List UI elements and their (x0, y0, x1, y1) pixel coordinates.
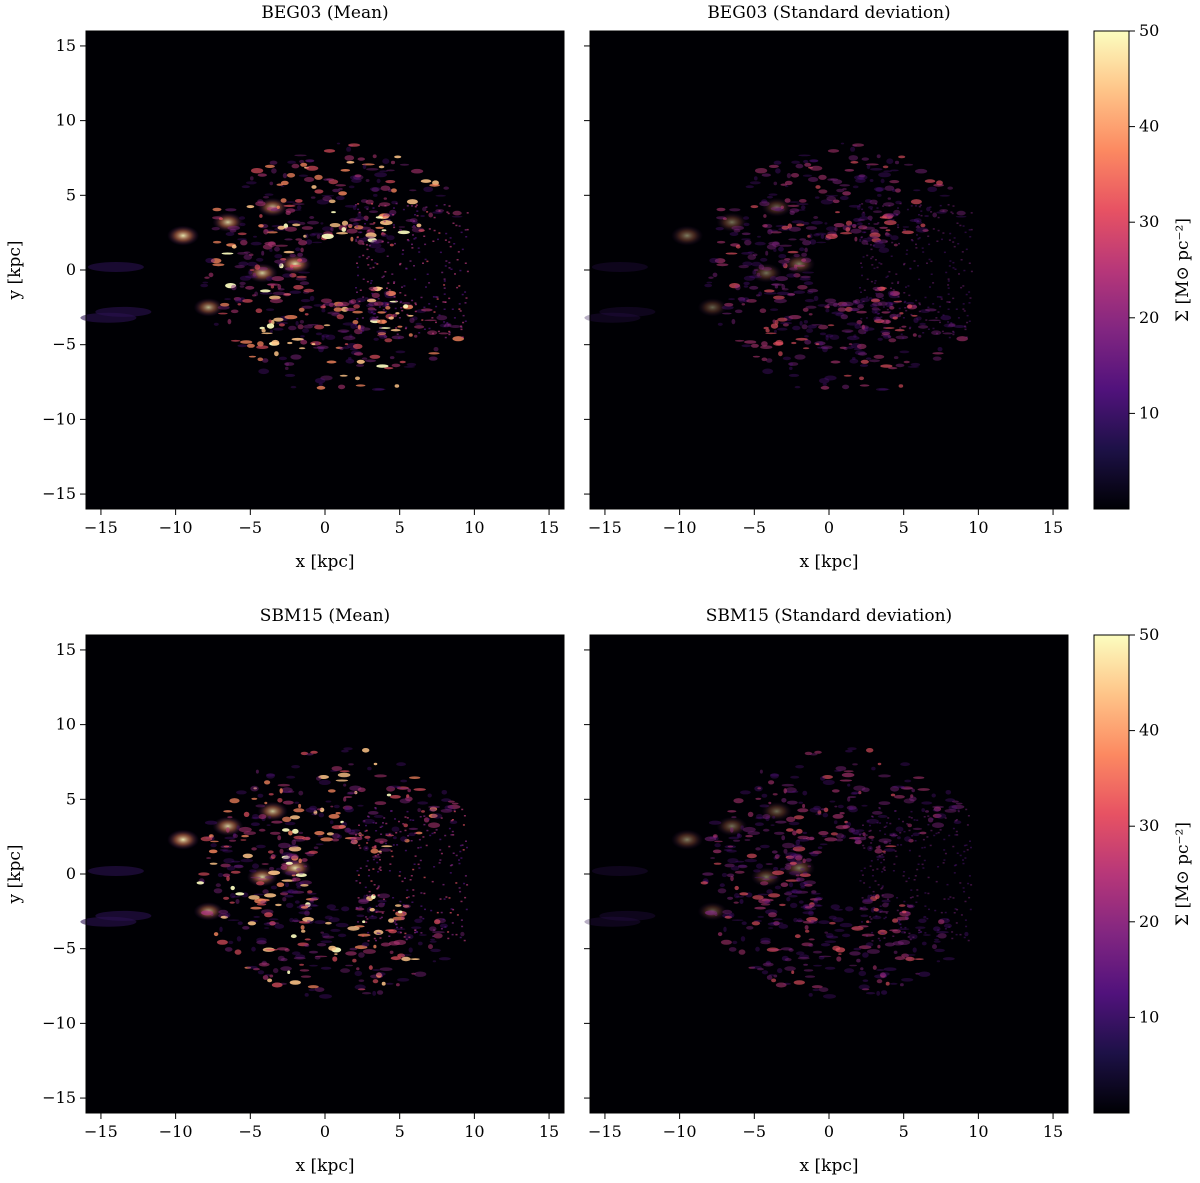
heatmap-emission (80, 142, 469, 391)
y-tick-label: 15 (56, 36, 76, 55)
heatmap-emission (80, 747, 469, 999)
y-axis-ticks (584, 45, 590, 495)
y-axis-ticks (584, 649, 590, 1099)
x-tick-label: −15 (84, 518, 118, 537)
heatmap-emission (584, 142, 973, 391)
x-tick-label: 10 (968, 518, 988, 537)
colorbar-tick-label: 10 (1139, 403, 1159, 422)
x-tick-label: 10 (968, 1122, 988, 1141)
y-tick-label: −5 (52, 939, 76, 958)
x-axis-label: x [kpc] (800, 552, 859, 572)
x-tick-label: 5 (899, 1122, 909, 1141)
x-tick-label: −15 (588, 518, 622, 537)
x-tick-label: 0 (824, 1122, 834, 1141)
panel-sbm15-mean: SBM15 (Mean) −15 −10 −5 0 5 10 15 −15 −10 −5 0 5 10… (5, 606, 565, 1176)
y-tick-label: −15 (42, 1088, 76, 1107)
colorbar-tick-label: 30 (1139, 212, 1159, 231)
y-tick-label: 0 (66, 864, 76, 883)
x-tick-label: −5 (743, 1122, 767, 1141)
colorbar-tick-label: 40 (1139, 117, 1159, 136)
x-tick-label: 5 (395, 518, 405, 537)
x-tick-label: 15 (1043, 1122, 1063, 1141)
x-axis-ticks: −15 −10 −5 0 5 10 15 (588, 1113, 1063, 1141)
colorbar-tick-label: 20 (1139, 308, 1159, 327)
y-tick-label: −10 (42, 409, 76, 428)
panel-sbm15-std: SBM15 (Standard deviation) −15 −10 −5 0 5 10 1… (584, 606, 1069, 1176)
x-tick-label: 15 (539, 518, 559, 537)
x-axis-ticks: −15 −10 −5 0 5 10 15 (84, 1113, 559, 1141)
x-axis-label: x [kpc] (296, 552, 355, 572)
colorbar-tick-label: 30 (1139, 816, 1159, 835)
x-tick-label: 10 (464, 518, 484, 537)
panel-beg03-mean: BEG03 (Mean) −15 −10 −5 0 5 10 15 −15 −10 −5 0 5 10… (5, 3, 565, 572)
colorbar-ticks: 10 20 30 40 50 (1129, 625, 1159, 1026)
x-tick-label: 15 (1043, 518, 1063, 537)
panel-beg03-std: BEG03 (Standard deviation) −15 −10 −5 0 5 10 1… (584, 3, 1069, 572)
y-tick-label: −15 (42, 484, 76, 503)
colorbar-frame (1093, 30, 1130, 510)
x-tick-label: −10 (159, 1122, 193, 1141)
x-tick-label: −15 (84, 1122, 118, 1141)
panel-title: SBM15 (Mean) (260, 606, 390, 626)
x-tick-label: −5 (239, 518, 263, 537)
y-tick-label: 5 (66, 185, 76, 204)
heatmap-background (590, 635, 1068, 1113)
colorbar-tick-label: 40 (1139, 721, 1159, 740)
x-axis-ticks: −15 −10 −5 0 5 10 15 (84, 509, 559, 537)
y-tick-label: 0 (66, 260, 76, 279)
colorbar-ticks: 10 20 30 40 50 (1129, 21, 1159, 422)
colorbar-tick-label: 20 (1139, 912, 1159, 931)
x-tick-label: −5 (239, 1122, 263, 1141)
x-tick-label: 5 (395, 1122, 405, 1141)
x-tick-label: 0 (320, 1122, 330, 1141)
x-tick-label: −15 (588, 1122, 622, 1141)
panel-title: BEG03 (Mean) (261, 3, 388, 23)
colorbar-tick-label: 50 (1139, 625, 1159, 644)
colorbar-frame (1093, 634, 1130, 1114)
x-tick-label: 10 (464, 1122, 484, 1141)
x-axis-label: x [kpc] (296, 1156, 355, 1176)
x-tick-label: −10 (159, 518, 193, 537)
x-tick-label: −5 (743, 518, 767, 537)
x-tick-label: 5 (899, 518, 909, 537)
panel-title: SBM15 (Standard deviation) (706, 606, 952, 626)
x-tick-label: −10 (663, 518, 697, 537)
y-tick-label: 15 (56, 640, 76, 659)
y-tick-label: 10 (56, 111, 76, 130)
x-axis-ticks: −15 −10 −5 0 5 10 15 (588, 509, 1063, 537)
y-axis-ticks: −15 −10 −5 0 5 10 15 (42, 640, 86, 1107)
heatmap-background (590, 31, 1068, 509)
colorbar-gradient (1094, 31, 1129, 509)
x-axis-label: x [kpc] (800, 1156, 859, 1176)
colorbar-gradient (1094, 635, 1129, 1113)
y-tick-label: −10 (42, 1013, 76, 1032)
colorbar-tick-label: 10 (1139, 1007, 1159, 1026)
x-tick-label: 0 (824, 518, 834, 537)
colorbar-label: Σ [M⊙ pc⁻²] (1173, 822, 1193, 926)
y-axis-label: y [kpc] (5, 845, 25, 905)
panel-title: BEG03 (Standard deviation) (707, 3, 950, 23)
heatmap-emission (584, 747, 973, 999)
x-tick-label: 0 (320, 518, 330, 537)
y-tick-label: 10 (56, 715, 76, 734)
y-axis-label: y [kpc] (5, 241, 25, 301)
y-tick-label: 5 (66, 789, 76, 808)
heatmap-background (86, 31, 564, 509)
colorbar-tick-label: 50 (1139, 21, 1159, 40)
colorbar-bottom: 10 20 30 40 50 Σ [M⊙ pc⁻²] (1093, 625, 1193, 1114)
x-tick-label: −10 (663, 1122, 697, 1141)
y-axis-ticks: −15 −10 −5 0 5 10 15 (42, 36, 86, 503)
heatmap-background (86, 635, 564, 1113)
colorbar-label: Σ [M⊙ pc⁻²] (1173, 218, 1193, 322)
y-tick-label: −5 (52, 335, 76, 354)
colorbar-top: 10 20 30 40 50 Σ [M⊙ pc⁻²] (1093, 21, 1193, 510)
x-tick-label: 15 (539, 1122, 559, 1141)
